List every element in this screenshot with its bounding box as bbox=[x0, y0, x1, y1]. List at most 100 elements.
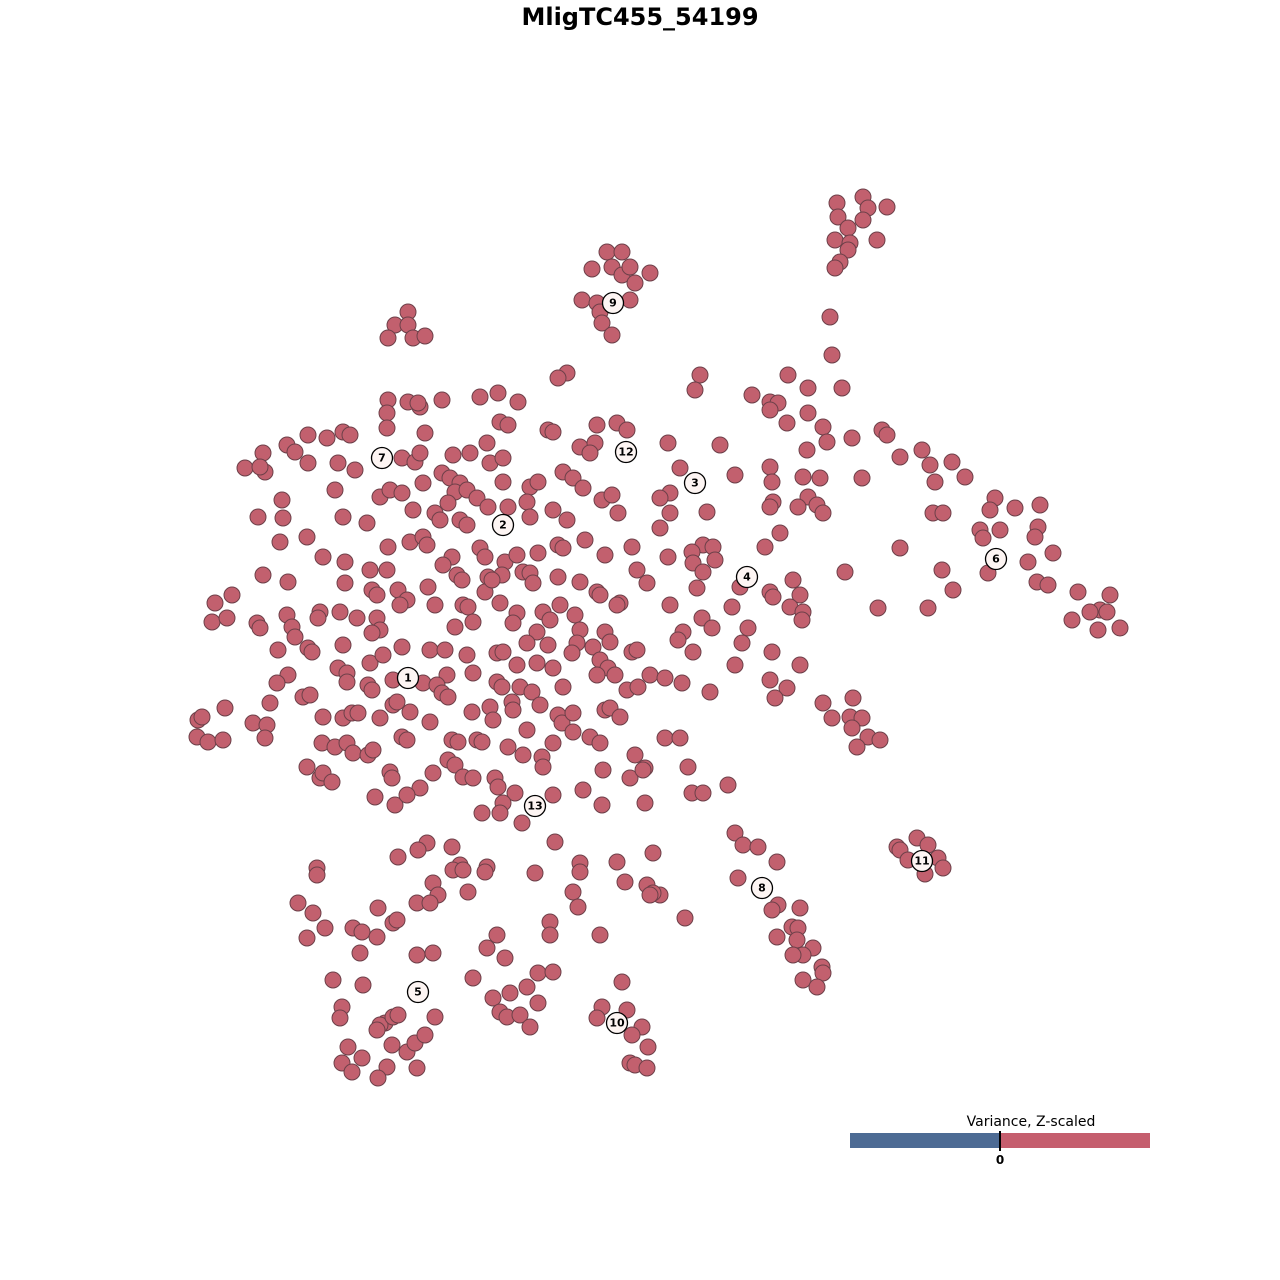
data-point bbox=[766, 689, 784, 707]
data-point bbox=[839, 241, 857, 259]
data-point bbox=[421, 713, 439, 731]
data-point bbox=[921, 456, 939, 474]
data-point bbox=[638, 1059, 656, 1077]
data-point bbox=[336, 553, 354, 571]
cluster-label-circle bbox=[984, 547, 1008, 571]
data-point bbox=[763, 901, 781, 919]
data-point bbox=[688, 579, 706, 597]
data-point bbox=[549, 568, 567, 586]
data-point bbox=[261, 694, 279, 712]
data-point bbox=[341, 426, 359, 444]
cluster-label-text: 11 bbox=[914, 855, 929, 868]
data-point bbox=[588, 416, 606, 434]
data-point bbox=[518, 493, 536, 511]
data-point bbox=[534, 758, 552, 776]
data-point bbox=[761, 498, 779, 516]
data-point bbox=[574, 479, 592, 497]
data-point bbox=[626, 746, 644, 764]
data-point bbox=[193, 708, 211, 726]
data-point bbox=[616, 873, 634, 891]
data-point bbox=[488, 926, 506, 944]
data-point bbox=[818, 433, 836, 451]
data-point bbox=[389, 848, 407, 866]
data-point bbox=[369, 1069, 387, 1087]
data-point bbox=[761, 671, 779, 689]
data-point bbox=[251, 458, 269, 476]
data-point bbox=[256, 729, 274, 747]
data-point bbox=[761, 458, 779, 476]
data-point bbox=[833, 379, 851, 397]
data-point bbox=[476, 863, 494, 881]
data-point bbox=[343, 1063, 361, 1081]
data-point bbox=[304, 904, 322, 922]
data-point bbox=[641, 264, 659, 282]
data-point bbox=[368, 586, 386, 604]
data-point bbox=[544, 501, 562, 519]
cluster-label-9: 9 bbox=[601, 291, 625, 315]
data-point bbox=[1111, 619, 1129, 637]
cluster-label-text: 12 bbox=[618, 446, 633, 459]
data-point bbox=[784, 946, 802, 964]
data-point bbox=[623, 538, 641, 556]
cluster-label-1: 1 bbox=[396, 666, 420, 690]
data-point bbox=[854, 211, 872, 229]
cluster-label-circle bbox=[910, 849, 934, 873]
data-point bbox=[318, 429, 336, 447]
data-point bbox=[388, 911, 406, 929]
data-point bbox=[426, 596, 444, 614]
data-point bbox=[784, 571, 802, 589]
data-point bbox=[334, 508, 352, 526]
data-point bbox=[299, 454, 317, 472]
data-point bbox=[549, 369, 567, 387]
data-point bbox=[421, 641, 439, 659]
data-point bbox=[518, 634, 536, 652]
cluster-label-3: 3 bbox=[683, 471, 707, 495]
data-point bbox=[251, 619, 269, 637]
data-point bbox=[564, 704, 582, 722]
data-point bbox=[459, 883, 477, 901]
data-point bbox=[383, 769, 401, 787]
data-point bbox=[613, 973, 631, 991]
data-point bbox=[638, 574, 656, 592]
data-point bbox=[593, 796, 611, 814]
data-point bbox=[459, 598, 477, 616]
data-point bbox=[418, 536, 436, 554]
data-point bbox=[494, 449, 512, 467]
data-point bbox=[676, 909, 694, 927]
data-point bbox=[698, 503, 716, 521]
data-point bbox=[236, 459, 254, 477]
data-point bbox=[656, 729, 674, 747]
cluster-label-text: 9 bbox=[609, 297, 617, 310]
cluster-label-text: 2 bbox=[499, 519, 507, 532]
data-point bbox=[329, 454, 347, 472]
data-point bbox=[408, 1059, 426, 1077]
data-point bbox=[518, 978, 536, 996]
data-point bbox=[439, 688, 457, 706]
data-point bbox=[703, 619, 721, 637]
data-point bbox=[603, 326, 621, 344]
data-point bbox=[389, 1006, 407, 1024]
data-point bbox=[588, 666, 606, 684]
cluster-label-6: 6 bbox=[984, 547, 1008, 571]
data-point bbox=[199, 733, 217, 751]
data-point bbox=[564, 883, 582, 901]
legend-zero-label: 0 bbox=[995, 1153, 1005, 1167]
data-point bbox=[338, 673, 356, 691]
data-point bbox=[843, 429, 861, 447]
data-point bbox=[299, 426, 317, 444]
data-point bbox=[826, 259, 844, 277]
data-point bbox=[463, 703, 481, 721]
data-point bbox=[206, 594, 224, 612]
data-point bbox=[339, 1038, 357, 1056]
data-point bbox=[613, 243, 631, 261]
data-point bbox=[749, 838, 767, 856]
legend-colorbar-positive-segment bbox=[1000, 1133, 1150, 1148]
cluster-label-5: 5 bbox=[406, 980, 430, 1004]
data-point bbox=[789, 498, 807, 516]
data-point bbox=[364, 741, 382, 759]
data-point bbox=[1006, 499, 1024, 517]
cluster-label-text: 10 bbox=[609, 1017, 625, 1030]
data-point bbox=[671, 459, 689, 477]
data-point bbox=[409, 394, 427, 412]
data-point bbox=[588, 1009, 606, 1027]
